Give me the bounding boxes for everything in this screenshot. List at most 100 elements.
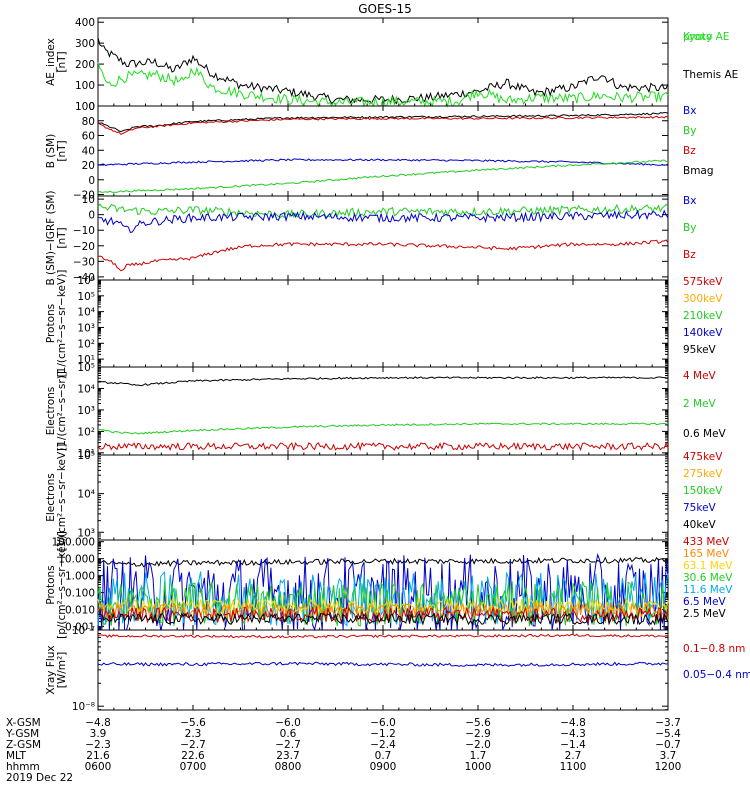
- orbit-value: −2.3: [85, 739, 111, 751]
- y-tick-label: 10⁴: [77, 307, 95, 319]
- y-tick-label: 10¹: [77, 354, 95, 366]
- series-line: [97, 37, 669, 105]
- series-line: [97, 422, 669, 435]
- y-axis-label: [p/(cm²−s−sr−keV)]: [56, 531, 68, 639]
- y-tick-label: −10: [73, 225, 95, 237]
- y-axis-label: [W/m²]: [56, 652, 68, 689]
- orbit-value: 1200: [655, 761, 682, 773]
- orbit-value: 22.6: [181, 750, 205, 762]
- legend-entry: 6.5 MeV: [683, 596, 727, 608]
- orbit-value: 1100: [560, 761, 587, 773]
- orbit-value: −2.9: [465, 728, 491, 740]
- y-tick-label: 10⁵: [77, 450, 95, 462]
- y-tick-label: 20: [82, 160, 95, 172]
- series-line: [97, 112, 669, 133]
- series-line: [97, 115, 669, 135]
- series-line: [97, 239, 669, 272]
- y-axis-label: [1/(cm²−s−sr−keV)]: [56, 270, 68, 378]
- orbit-value: −4.8: [85, 717, 111, 729]
- orbit-row-label: hhmm: [6, 761, 40, 773]
- y-tick-label: 10⁵: [77, 291, 95, 303]
- y-tick-label: 40: [82, 145, 95, 157]
- orbit-row-label: Y-GSM: [5, 728, 39, 740]
- orbit-value: −6.0: [275, 717, 301, 729]
- y-tick-label: 0: [88, 175, 95, 187]
- orbit-value: −1.4: [560, 739, 586, 751]
- panel-frame: [97, 629, 669, 711]
- legend-entry: Bz: [683, 249, 696, 261]
- y-tick-label: 0.100: [65, 588, 95, 600]
- series-line: [97, 601, 669, 620]
- orbit-value: −2.4: [370, 739, 396, 751]
- legend-entry: 95keV: [683, 344, 717, 356]
- y-tick-label: 60: [82, 131, 95, 143]
- orbit-row-label: X-GSM: [6, 717, 41, 729]
- orbit-value: −5.4: [655, 728, 681, 740]
- y-tick-label: −30: [73, 256, 95, 268]
- y-tick-label: 1.000: [65, 571, 95, 583]
- y-tick-label: 10⁶: [77, 275, 95, 287]
- legend-entry: 63.1 MeV: [683, 560, 733, 572]
- y-axis-label: [1/(cm²−s−sr)]: [56, 371, 68, 451]
- panel-frame: [97, 105, 669, 197]
- y-axis-label: AE_index: [45, 38, 57, 86]
- orbit-value: 1000: [465, 761, 492, 773]
- orbit-value: 0800: [275, 761, 302, 773]
- series-line: [97, 158, 669, 166]
- y-axis-label: Electrons: [45, 473, 57, 522]
- orbit-value: −2.7: [180, 739, 206, 751]
- legend-entry: 150keV: [683, 485, 723, 497]
- orbit-row-label: MLT: [6, 750, 26, 762]
- panel-frame: [97, 366, 669, 456]
- y-tick-label: −20: [73, 190, 95, 202]
- legend-entry: 0.1−0.8 nm: [683, 643, 745, 655]
- legend-entry: Bmag: [683, 165, 714, 177]
- legend-entry: 165 MeV: [683, 548, 730, 560]
- y-tick-label: 0.001: [65, 622, 95, 634]
- orbit-value: 0700: [180, 761, 207, 773]
- legend-entry: 30.6 MeV: [683, 572, 733, 584]
- legend-entry: 2 MeV: [683, 398, 717, 410]
- series-line: [97, 597, 669, 615]
- legend-entry: By: [683, 222, 696, 234]
- panel-frame: [97, 279, 669, 368]
- y-axis-label: Xray Flux: [45, 645, 57, 694]
- y-tick-label: 10⁻⁷: [72, 625, 95, 637]
- orbit-value: −2.0: [465, 739, 491, 751]
- series-line: [97, 441, 669, 452]
- orbit-value: −5.6: [465, 717, 491, 729]
- orbit-value: −1.2: [370, 728, 396, 740]
- plot-date: 2019 Dec 22: [6, 772, 73, 784]
- legend-entry: 575keV: [683, 276, 723, 288]
- orbit-value: −4.8: [560, 717, 586, 729]
- y-tick-label: 80: [82, 116, 95, 128]
- legend-entry: 75keV: [683, 502, 717, 514]
- y-tick-label: 0: [88, 210, 95, 222]
- legend-entry: Themis AE: [682, 69, 738, 81]
- series-line: [97, 661, 669, 668]
- orbit-value: −3.7: [655, 717, 681, 729]
- y-tick-label: 100: [75, 101, 95, 113]
- legend-entry: By: [683, 125, 696, 137]
- series-line: [97, 581, 669, 627]
- orbit-value: 2.3: [185, 728, 202, 740]
- y-tick-label: 300: [75, 38, 95, 50]
- y-axis-label: Protons: [45, 565, 57, 604]
- y-tick-label: 10³: [77, 405, 95, 417]
- series-line: [97, 633, 669, 639]
- legend-entry: 140keV: [683, 327, 723, 339]
- legend-entry: 0.05−0.4 nm: [683, 669, 750, 681]
- y-axis-label: Electrons: [45, 387, 57, 436]
- series-line: [97, 612, 669, 627]
- legend-entry: 433 MeV: [683, 536, 730, 548]
- y-axis-label: [nT]: [56, 227, 68, 248]
- orbit-value: 1.7: [470, 750, 487, 762]
- y-tick-label: 10⁵: [77, 362, 95, 374]
- y-tick-label: 10³: [77, 527, 95, 539]
- y-tick-label: 10³: [77, 322, 95, 334]
- series-line: [97, 556, 669, 568]
- y-tick-label: −40: [73, 272, 95, 284]
- y-tick-label: 10²: [77, 338, 95, 350]
- orbit-value: −2.7: [275, 739, 301, 751]
